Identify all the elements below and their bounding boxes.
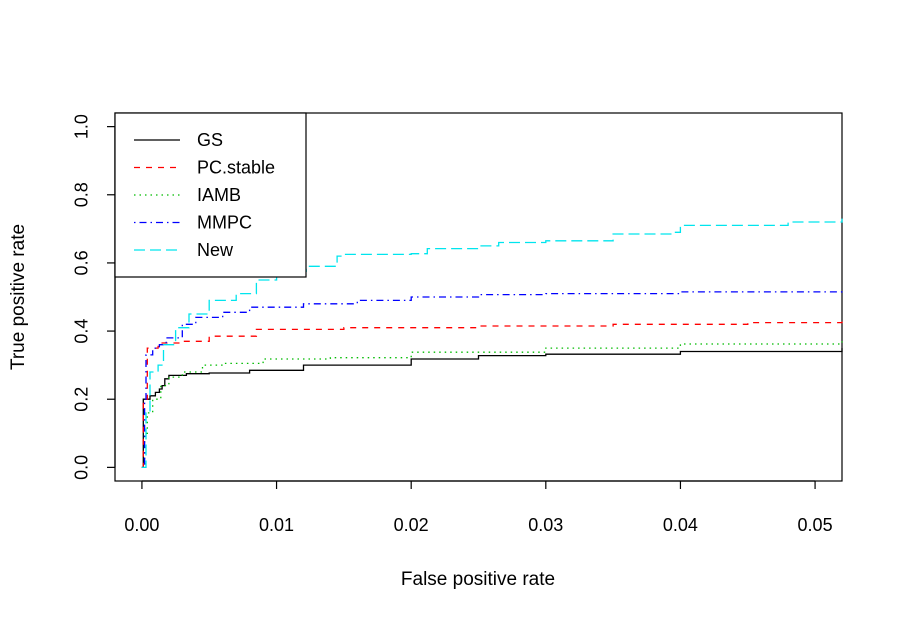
y-tick-label: 0.2 xyxy=(71,387,91,412)
x-tick-label: 0.01 xyxy=(259,515,294,535)
x-tick-label: 0.04 xyxy=(663,515,698,535)
legend-label-new: New xyxy=(197,240,234,260)
x-tick-label: 0.05 xyxy=(798,515,833,535)
series-line-iamb xyxy=(141,341,843,469)
series-line-mmpc xyxy=(141,290,843,469)
x-tick-label: 0.03 xyxy=(528,515,563,535)
y-tick-label: 0.4 xyxy=(71,319,91,344)
series-layer xyxy=(141,218,843,469)
series-line-new xyxy=(141,218,843,469)
legend-label-mmpc: MMPC xyxy=(197,213,252,233)
series-line-pc-stable xyxy=(141,320,843,469)
y-tick-label: 0.0 xyxy=(71,455,91,480)
x-axis-label: False positive rate xyxy=(401,569,555,590)
y-tick-label: 0.6 xyxy=(71,250,91,275)
y-tick-label: 0.8 xyxy=(71,182,91,207)
series-line-gs xyxy=(141,348,843,469)
legend-label-gs: GS xyxy=(197,130,223,150)
y-axis: 0.0 0.2 0.4 0.6 0.8 1.0 xyxy=(71,114,116,480)
y-axis-label: True positive rate xyxy=(8,224,29,370)
y-tick-label: 1.0 xyxy=(71,114,91,139)
x-tick-label: 0.02 xyxy=(394,515,429,535)
x-axis: 0.00 0.01 0.02 0.03 0.04 0.05 xyxy=(124,480,833,535)
legend-label-pc-stable: PC.stable xyxy=(197,158,275,178)
x-tick-label: 0.00 xyxy=(124,515,159,535)
legend-label-iamb: IAMB xyxy=(197,185,241,205)
legend: GS PC.stable IAMB MMPC New xyxy=(114,112,307,278)
